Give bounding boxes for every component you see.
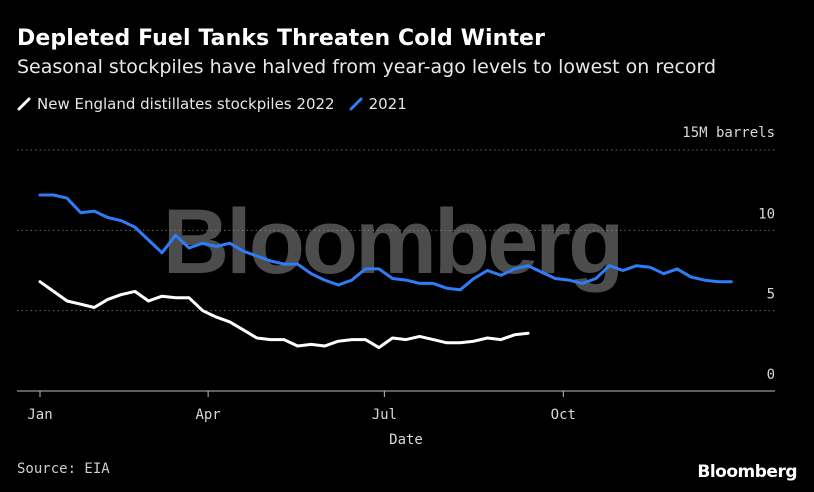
legend-label-2021: 2021 (368, 95, 407, 113)
chart-title: Depleted Fuel Tanks Threaten Cold Winter (17, 26, 546, 51)
y-tick-label-0: 0 (767, 367, 775, 383)
gridlines (17, 149, 775, 312)
y-unit-label: 15M barrels (682, 125, 775, 141)
source-note: Source: EIA (17, 461, 110, 477)
x-tick-label-apr: Apr (195, 407, 220, 423)
chart-subtitle: Seasonal stockpiles have halved from yea… (17, 56, 717, 78)
bloomberg-logo: Bloomberg (697, 462, 797, 482)
axes: 0 5 10 Jan Apr Jul Oct (17, 206, 775, 423)
legend-swatch-2022 (17, 97, 31, 111)
legend-label-2022: New England distillates stockpiles 2022 (37, 95, 335, 113)
x-axis-title: Date (389, 432, 423, 448)
legend-swatch-2021 (349, 97, 363, 111)
series-line-2021 (38, 193, 733, 292)
x-tick-label-jan: Jan (27, 407, 52, 423)
y-tick-label-5: 5 (767, 287, 775, 303)
legend-item-2022: New England distillates stockpiles 2022 (17, 95, 335, 113)
series-lines (38, 193, 733, 350)
series-line-2022 (38, 280, 530, 350)
legend-item-2021: 2021 (349, 95, 407, 113)
x-tick-label-jul: Jul (372, 407, 397, 423)
y-tick-label-10: 10 (758, 206, 775, 222)
x-tick-label-oct: Oct (551, 407, 576, 423)
chart-legend: New England distillates stockpiles 2022 … (17, 95, 421, 113)
